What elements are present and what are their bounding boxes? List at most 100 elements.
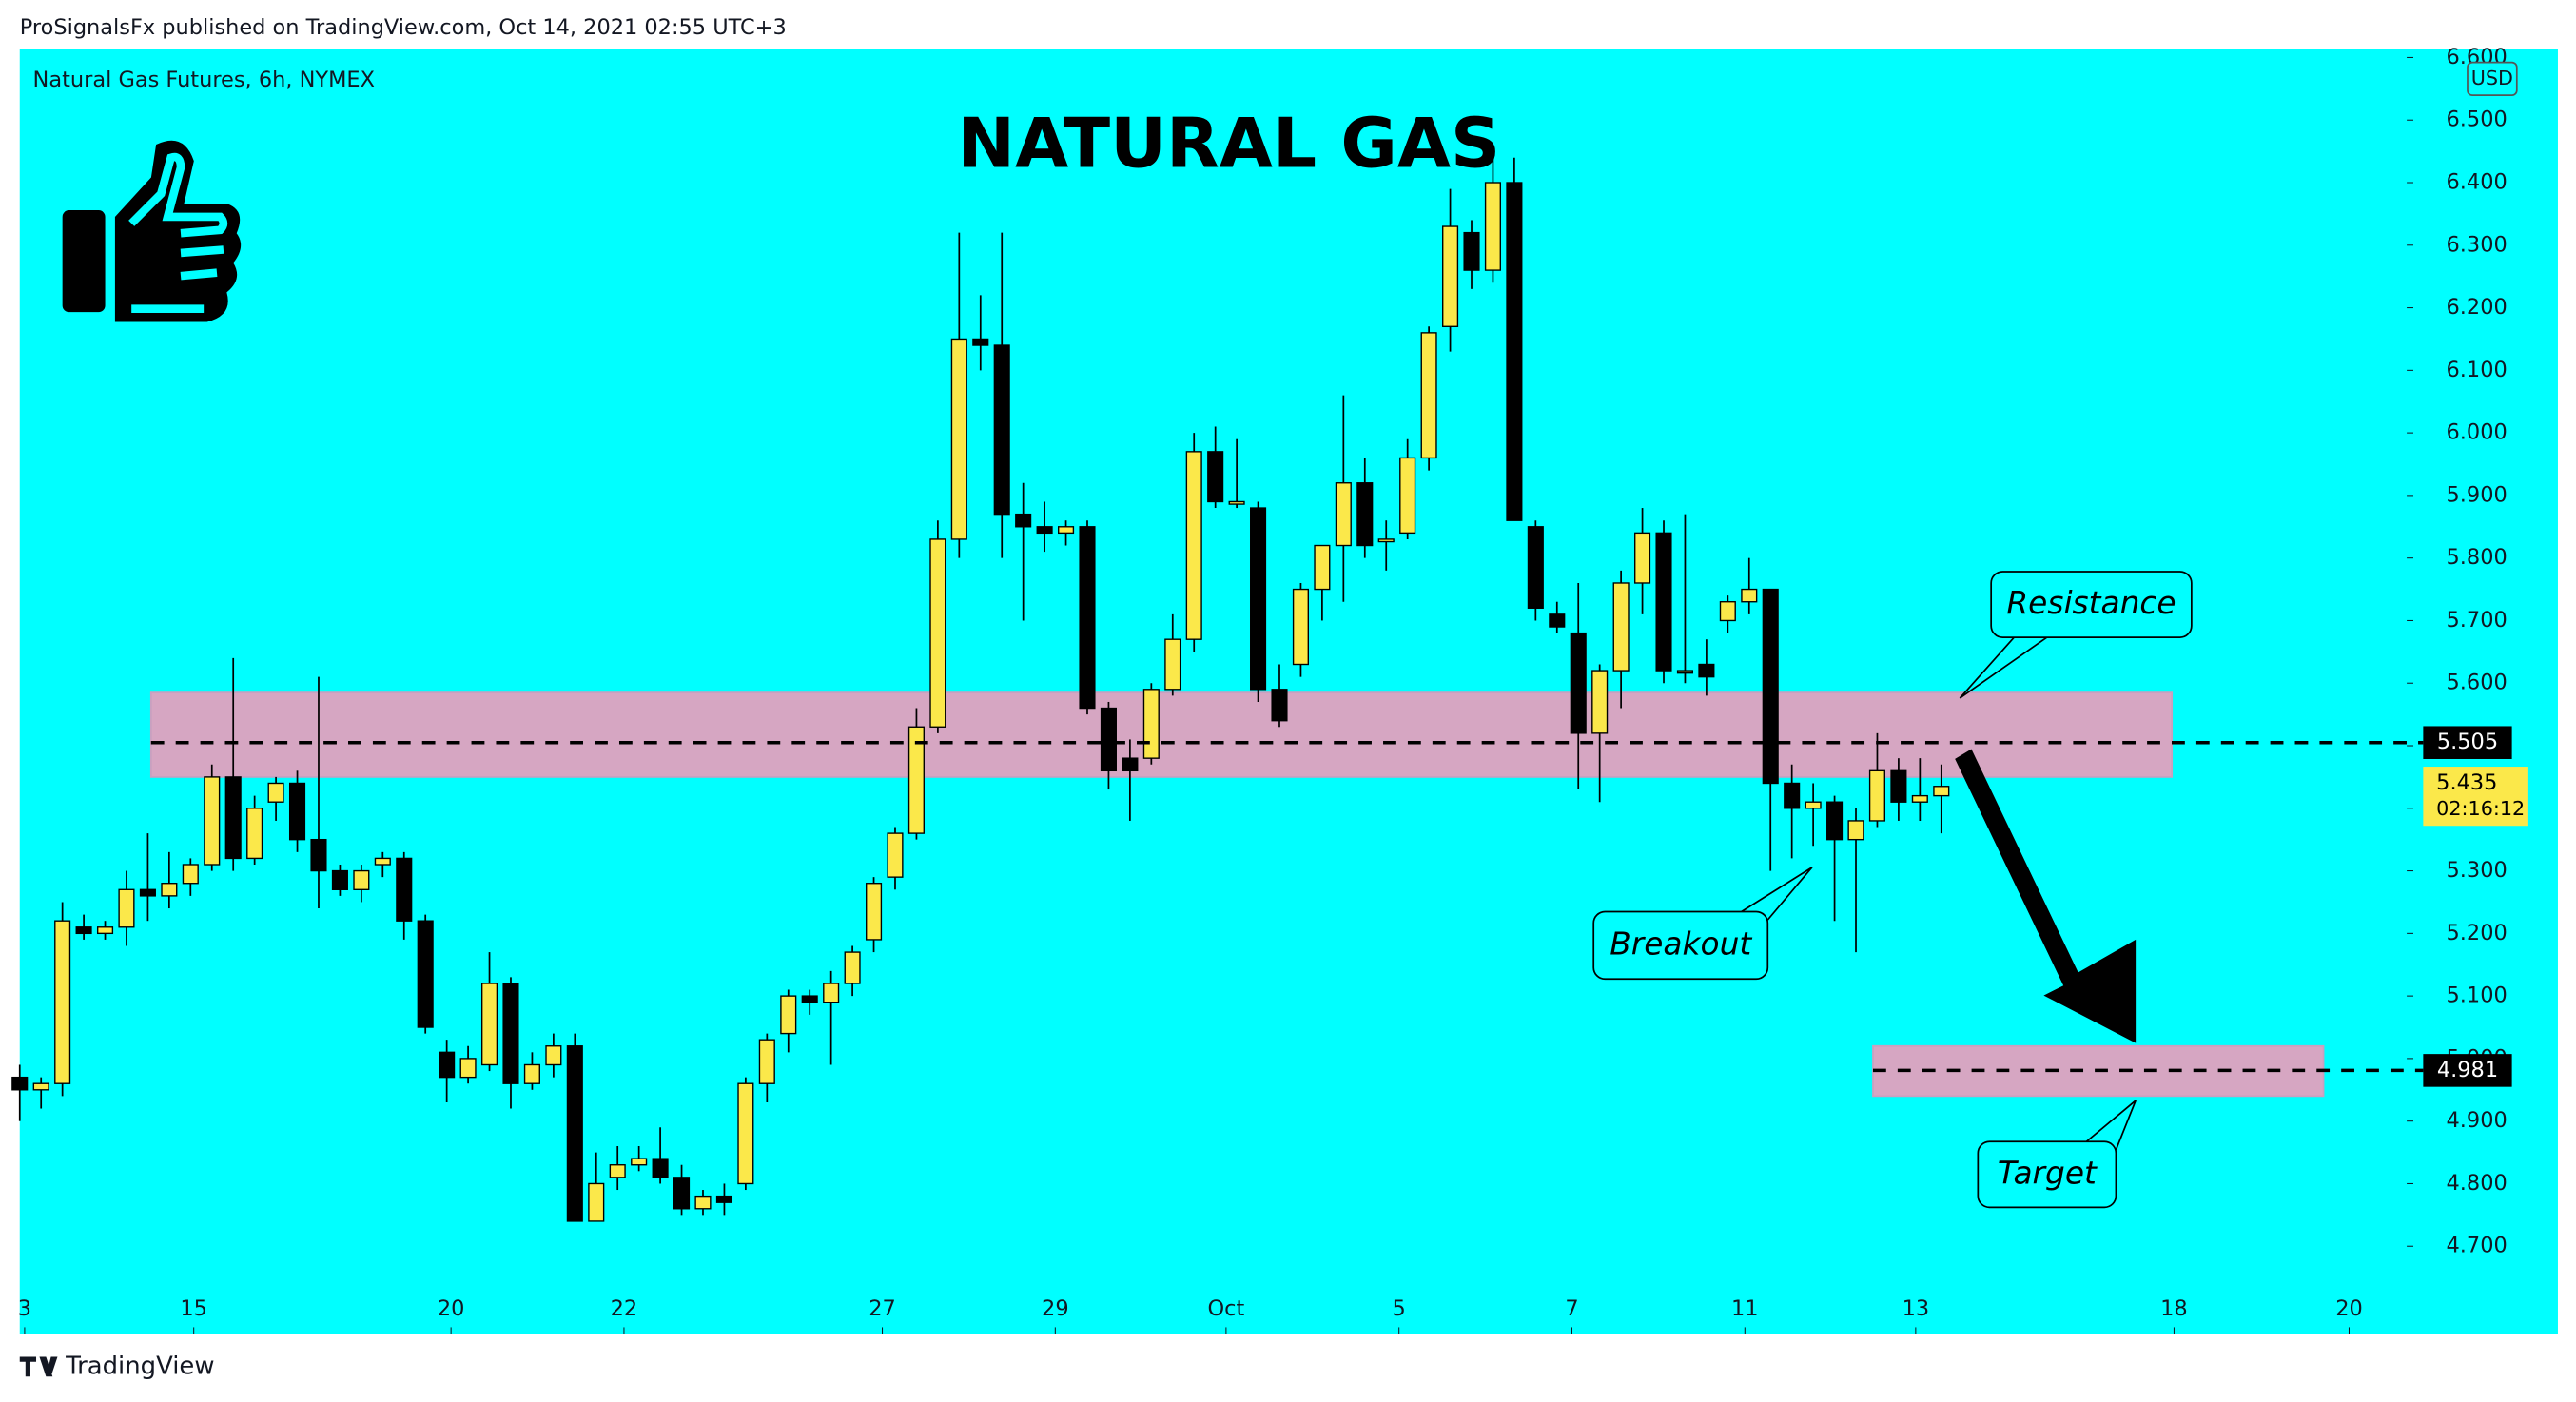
plot-background [19,49,2558,1334]
candle-body [972,338,989,346]
y-tick-label: 6.300 [2447,232,2508,257]
candle-body [1805,801,1822,809]
candle-body [459,1058,477,1079]
candle-body [1570,632,1587,734]
candle-body [673,1177,691,1210]
candle-body [1527,526,1544,609]
footer: TradingView [19,1352,215,1380]
currency-box [2467,61,2518,97]
candle-body [374,857,391,866]
candle-body [1762,588,1779,785]
y-tick-label: 5.300 [2447,858,2508,883]
down-arrow [1955,749,2137,1043]
candle-body [396,857,413,922]
candle-body [1079,526,1096,710]
candle-body [950,338,967,540]
candle-body [1271,689,1288,722]
candle-body [1228,500,1245,505]
candle-body [1741,588,1758,603]
last-price-box [2423,767,2528,827]
candle-body [1612,582,1630,672]
candle-body [1890,769,1907,803]
y-tick-label: 6.500 [2447,107,2508,132]
candle-body [844,951,861,984]
footer-brand: TradingView [65,1352,214,1380]
candle-body [715,1195,732,1203]
price-label-box [2423,1054,2512,1087]
y-tick-label: 4.800 [2447,1171,2508,1196]
x-tick-label: 3 [18,1296,31,1321]
candle-body [1484,182,1501,271]
candle-body [631,1158,648,1166]
callout-pointer [1741,867,1813,921]
x-tick-label: 11 [1731,1296,1759,1321]
y-tick-label: 4.900 [2447,1108,2508,1133]
candle-body [96,926,114,935]
thumbs-up-icon [62,140,242,322]
callout-text: Resistance [2006,585,2176,621]
candle-body [1399,457,1416,535]
price-label: 5.505 [2437,730,2498,754]
callout-text: Target [1998,1155,2098,1191]
last-price: 5.435 [2436,770,2497,795]
header: ProSignalsFx published on TradingView.co… [20,15,787,40]
x-tick-label: 20 [438,1296,465,1321]
candle-body [1933,786,1950,797]
candle-body [224,776,242,860]
candle-body [417,920,434,1028]
candle-body [801,995,818,1003]
x-tick-label: 7 [1565,1296,1578,1321]
candle-body [11,1076,29,1091]
y-tick-label: 5.100 [2447,983,2508,1008]
callout-box [1990,571,2193,638]
x-tick-label: 15 [180,1296,207,1321]
candle-body [1250,507,1267,691]
chart-title: NATURAL GAS [957,104,1500,184]
x-tick-label: 22 [611,1296,638,1321]
candle-body [694,1195,712,1210]
candle-body [1335,482,1352,547]
candle-body [182,864,199,885]
candle-body [1142,689,1160,759]
candle-body [1698,663,1715,678]
candle-body [1676,670,1694,674]
y-tick-label: 6.000 [2447,420,2508,445]
price-label-box [2423,726,2512,759]
candle-body [588,1182,605,1222]
y-tick-label: 6.400 [2447,170,2508,195]
candle-body [1100,707,1117,772]
y-tick-label: 6.100 [2447,358,2508,382]
candle-body [1292,588,1309,666]
candle-body [780,995,797,1035]
x-tick-label: 13 [1903,1296,1930,1321]
candle-body [652,1158,669,1178]
candle-body [1847,820,1864,841]
candle-body [1868,769,1886,822]
candle-body [32,1082,49,1091]
callout-pointer [1959,636,2048,699]
candle-body [1506,182,1523,521]
candle-body [204,776,221,866]
y-tick-label: 4.700 [2447,1234,2508,1258]
y-tick-label: 5.800 [2447,545,2508,570]
y-tick-label: 5.200 [2447,921,2508,945]
candle-body [1015,513,1032,528]
candle-body [1420,332,1437,459]
callout-box [1977,1140,2117,1209]
candle-body [502,983,519,1084]
candle-body [118,888,135,928]
candle-body [1549,613,1566,628]
callout-box [1592,910,1769,981]
candle-body [1164,638,1181,691]
y-tick-label: 5.900 [2447,482,2508,507]
candle-body [75,926,92,935]
candle-body [139,888,156,897]
x-tick-label: 5 [1393,1296,1406,1321]
x-tick-label: 20 [2335,1296,2363,1321]
symbol-info: Natural Gas Futures, 6h, NYMEX [33,68,375,92]
candle-body [1784,782,1801,809]
candle-body [866,883,883,941]
candle-body [1356,482,1374,547]
candle-body [1826,801,1844,841]
price-label: 4.981 [2437,1058,2498,1082]
